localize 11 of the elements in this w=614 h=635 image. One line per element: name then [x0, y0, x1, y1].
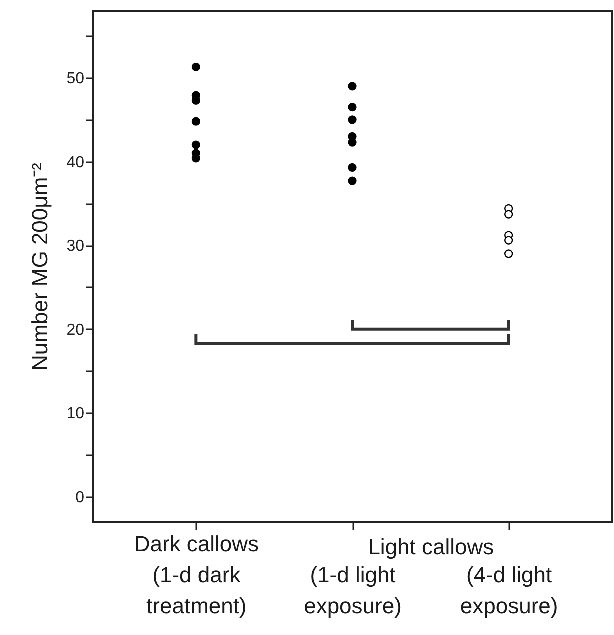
- y-tick-label: 0: [76, 489, 85, 506]
- y-tick-label: 40: [66, 154, 85, 172]
- y-tick-label: 10: [66, 406, 85, 423]
- x-tick-label: Dark callows (1-d dark treatment): [134, 532, 260, 618]
- y-tick-label: 50: [66, 70, 85, 88]
- y-tick-label: 30: [66, 238, 85, 256]
- x-axis-title: Light callows: [368, 534, 494, 560]
- x-tick-label: (4-d light exposure): [460, 562, 558, 618]
- x-tick-label: (1-d light exposure): [304, 562, 402, 618]
- y-tick-label: 20: [66, 322, 85, 339]
- y-axis-title: Number MG 200μm⁻²: [28, 163, 53, 371]
